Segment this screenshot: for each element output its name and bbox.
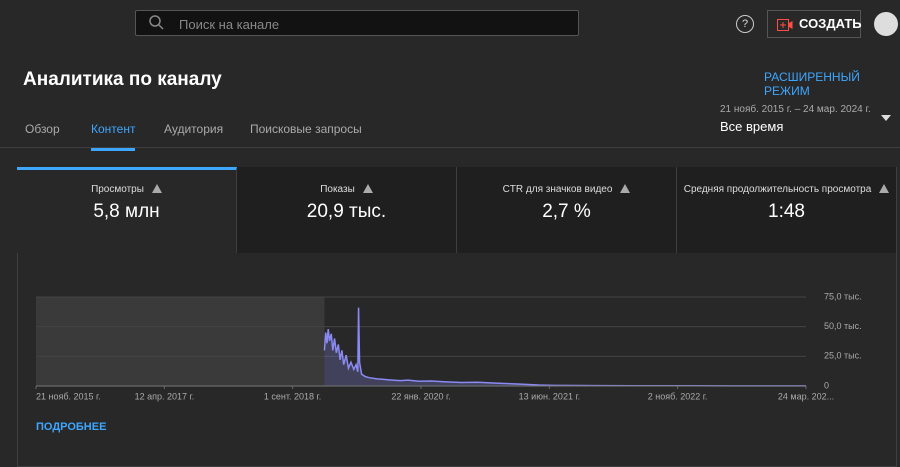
period[interactable]: Все время — [720, 119, 784, 134]
x-tick-label: 13 июн. 2021 г. — [519, 391, 580, 401]
metric-label: CTR для значков видео — [457, 184, 676, 195]
metric-card[interactable]: Просмотры 5,8 млн — [17, 167, 237, 253]
search-box[interactable]: Поиск на канале — [135, 10, 579, 36]
create-label: СОЗДАТЬ — [799, 16, 862, 31]
search-icon — [149, 15, 164, 30]
tab[interactable]: Обзор — [25, 122, 60, 136]
create-icon — [777, 19, 793, 31]
metric-label-text: Показы — [320, 184, 355, 195]
x-tick-label: 2 нояб. 2022 г. — [648, 391, 708, 401]
page: Поиск на канале ? СОЗДАТЬ Аналитика по к… — [0, 10, 900, 467]
warning-icon — [151, 184, 162, 193]
y-tick-label: 50,0 тыс. — [824, 321, 862, 331]
y-tick-label: 25,0 тыс. — [824, 351, 862, 361]
metric-label-text: Средняя продолжительность просмотра — [683, 184, 872, 195]
x-tick-label: 1 сент. 2018 г. — [264, 391, 321, 401]
page-title: Аналитика по каналу — [23, 69, 222, 90]
dropdown-arrow[interactable] — [881, 115, 891, 121]
x-tick-label: 24 мар. 202... — [778, 391, 834, 401]
x-tick-label: 12 апр. 2017 г. — [135, 391, 195, 401]
metric-card[interactable]: Показы 20,9 тыс. — [237, 167, 457, 253]
warning-icon — [879, 184, 890, 193]
metric-label: Показы — [237, 184, 456, 195]
area — [324, 307, 806, 386]
create-button[interactable]: СОЗДАТЬ — [767, 10, 862, 38]
help-button[interactable]: ? — [736, 15, 754, 33]
pre-data-region — [36, 297, 325, 386]
x-tick-label: 21 нояб. 2015 г. — [36, 391, 101, 401]
warning-icon — [620, 184, 631, 193]
y-tick-label: 0 — [824, 380, 829, 390]
tab[interactable]: Контент — [91, 122, 136, 151]
metric-value: 1:48 — [768, 201, 805, 222]
metric-label: Просмотры — [17, 184, 236, 195]
metric-label-text: CTR для значков видео — [502, 184, 613, 195]
metric-value: 20,9 тыс. — [306, 201, 387, 222]
chart: 0 25,0 тыс. 50,0 тыс. 75,0 тыс. 21 нояб. 201… — [35, 291, 862, 401]
metric-card[interactable]: CTR для значков видео 2,7 % — [457, 167, 677, 253]
advanced-mode-link[interactable]: РАСШИРЕННЫЙ РЕЖИМ — [764, 70, 860, 98]
tab[interactable]: Аудитория — [164, 122, 224, 136]
warning-icon — [362, 184, 373, 193]
line — [323, 307, 807, 387]
metric-card[interactable]: Средняя продолжительность просмотра 1:48 — [677, 167, 897, 253]
more-link[interactable]: ПОДРОБНЕЕ — [36, 421, 107, 433]
metric-label: Средняя продолжительность просмотра — [677, 184, 896, 195]
metric-label-text: Просмотры — [91, 184, 144, 195]
x-tick-label: 22 янв. 2020 г. — [391, 391, 450, 401]
metric-value: 5,8 млн — [93, 201, 160, 222]
metric-value: 2,7 % — [542, 201, 591, 222]
y-tick-label: 75,0 тыс. — [824, 291, 862, 301]
tab[interactable]: Поисковые запросы — [250, 122, 362, 136]
date-range: 21 нояб. 2015 г. – 24 мар. 2024 г. — [720, 104, 871, 115]
avatar[interactable] — [874, 12, 898, 36]
search-placeholder: Поиск на канале — [179, 17, 280, 32]
divider — [0, 147, 900, 148]
